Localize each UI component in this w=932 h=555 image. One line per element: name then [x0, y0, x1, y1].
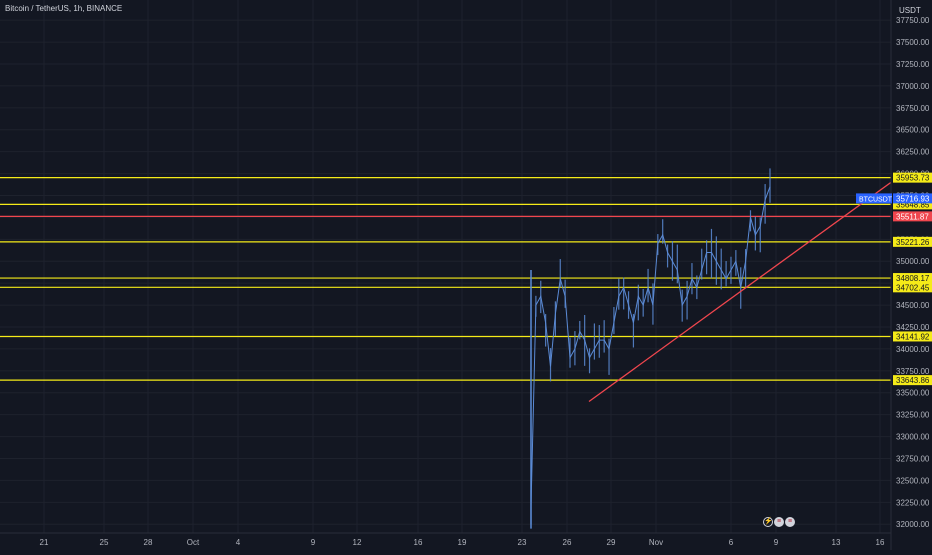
level-price-tag-label: 35648.85 [896, 200, 930, 209]
y-tick-label: 33250.00 [896, 411, 930, 420]
x-tick-label: 12 [353, 538, 362, 547]
currency-label[interactable]: USDT [899, 6, 921, 15]
symbol-badge [856, 193, 892, 204]
grid [0, 0, 891, 533]
level-price-tag-label: 35221.26 [896, 238, 930, 247]
level-price-tag-label: 34808.17 [896, 274, 930, 283]
price-line [530, 186, 771, 507]
event-icons: ⚡ ≡ ≡ [763, 517, 795, 527]
trendline-layer [588, 181, 892, 403]
level-price-tag-label: 34702.45 [896, 283, 930, 292]
x-tick-label: 25 [100, 538, 109, 547]
trend-line [588, 181, 892, 403]
symbol-badge-label: BTCUSDT [859, 196, 893, 203]
y-tick-label: 34250.00 [896, 323, 930, 332]
level-price-tag [893, 172, 932, 183]
y-tick-label: 37500.00 [896, 38, 930, 47]
x-tick-label: 19 [458, 538, 467, 547]
x-tick-label: 4 [236, 538, 241, 547]
x-tick-label: 13 [832, 538, 841, 547]
y-tick-label: 37750.00 [896, 16, 930, 25]
current-price-tag [893, 193, 932, 204]
y-tick-label: 34500.00 [896, 301, 930, 310]
x-tick-label: 16 [414, 538, 423, 547]
level-price-tag [893, 375, 932, 386]
symbol-title[interactable]: Bitcoin / TetherUS, 1h, BINANCE [5, 4, 123, 13]
y-tick-label: 33750.00 [896, 367, 930, 376]
x-tick-label: Oct [187, 538, 200, 547]
level-price-tag [893, 211, 932, 222]
price-tags: 35953.73 35648.85 35511.87 35221.26 34808.17… [856, 172, 932, 386]
x-tick-label: 26 [563, 538, 572, 547]
x-tick-label: Nov [649, 538, 663, 547]
level-price-tag [893, 282, 932, 293]
x-tick-label: 9 [774, 538, 779, 547]
y-tick-label: 35000.00 [896, 257, 930, 266]
price-series [530, 168, 771, 529]
y-tick-label: 36500.00 [896, 126, 930, 135]
x-tick-label: 21 [40, 538, 49, 547]
x-tick-label: 6 [729, 538, 734, 547]
x-tick-label: 28 [144, 538, 153, 547]
level-price-tag-label: 34141.92 [896, 332, 930, 341]
y-tick-label: 32250.00 [896, 498, 930, 507]
level-price-tag-label: 35511.87 [896, 212, 929, 221]
level-price-tag [893, 199, 932, 210]
level-price-tag [893, 273, 932, 284]
us-flag-icon[interactable]: ≡ [774, 517, 784, 527]
y-tick-label: 37250.00 [896, 60, 930, 69]
y-tick-label: 33000.00 [896, 433, 930, 442]
level-price-tag [893, 331, 932, 342]
y-tick-label: 32500.00 [896, 476, 930, 485]
level-price-tag-label: 35953.73 [896, 174, 930, 183]
us-flag-icon[interactable]: ≡ [785, 517, 795, 527]
y-tick-label: 33500.00 [896, 389, 930, 398]
level-price-tag-label: 33643.86 [896, 376, 930, 385]
y-tick-label: 36750.00 [896, 104, 930, 113]
level-price-tag [893, 236, 932, 247]
x-tick-label: 23 [518, 538, 527, 547]
lightning-icon[interactable]: ⚡ [763, 517, 773, 527]
x-tick-label: 29 [607, 538, 616, 547]
y-tick-label: 32750.00 [896, 454, 930, 463]
y-tick-label: 37000.00 [896, 82, 930, 91]
y-tick-label: 36250.00 [896, 148, 930, 157]
x-tick-label: 16 [876, 538, 885, 547]
x-tick-label: 9 [311, 538, 316, 547]
current-price-label: 35716.93 [896, 194, 930, 203]
y-tick-label: 34000.00 [896, 345, 930, 354]
y-tick-label: 32000.00 [896, 520, 930, 529]
